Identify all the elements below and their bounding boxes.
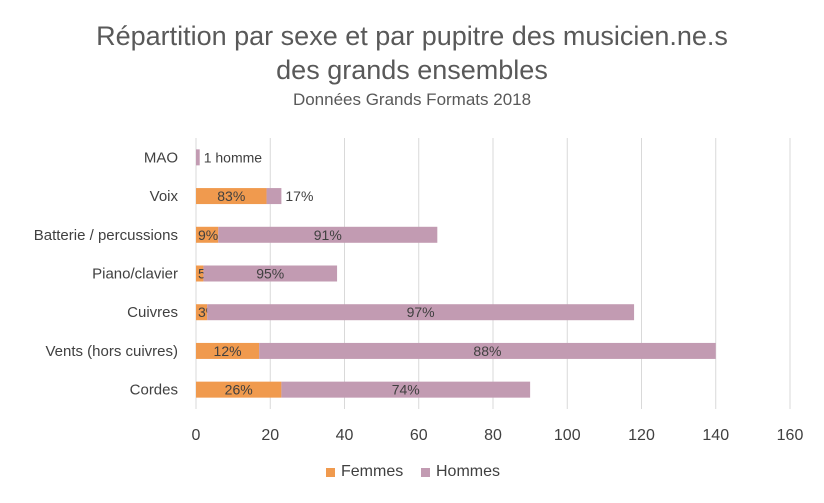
x-tick-label-80: 80 <box>484 427 502 444</box>
data-label-hommes: 74% <box>392 382 420 398</box>
x-tick-label-160: 160 <box>777 427 804 444</box>
bar-femmes <box>196 188 267 205</box>
category-label: MAO <box>144 149 178 166</box>
x-tick-label-20: 20 <box>261 427 279 444</box>
bar-femmes <box>196 226 219 243</box>
chart-subtitle: Données Grands Formats 2018 <box>292 90 532 109</box>
category-label: Batterie / percussions <box>34 227 178 244</box>
x-tick-label-140: 140 <box>702 427 729 444</box>
legend-swatch-femmes <box>326 467 335 477</box>
data-label-femmes: 26% <box>225 382 253 398</box>
bar-femmes <box>196 304 208 321</box>
bar-hommes <box>259 342 716 359</box>
data-label-hommes: 17% <box>285 188 313 204</box>
x-tick-label-120: 120 <box>628 427 655 444</box>
x-tick-label-100: 100 <box>554 427 581 444</box>
legend-item-femmes: Femmes <box>326 463 403 481</box>
chart-title-line-1: Répartition par sexe et par pupitre des … <box>96 21 728 51</box>
x-tick-label-60: 60 <box>410 427 428 444</box>
bar-hommes <box>196 149 200 166</box>
bar-hommes <box>207 304 635 321</box>
legend-label-femmes: Femmes <box>341 463 404 480</box>
bar-hommes <box>203 265 338 282</box>
bar-femmes <box>196 265 204 282</box>
bar-hommes <box>218 226 438 243</box>
data-label-hommes: 97% <box>407 304 435 320</box>
x-tick-label-40: 40 <box>336 427 354 444</box>
data-label-femmes: 9% <box>198 227 218 243</box>
bar-femmes <box>196 342 260 359</box>
legend-label-hommes: Hommes <box>436 463 501 480</box>
x-tick-label-0: 0 <box>192 427 201 444</box>
data-label-hommes: 95% <box>256 266 284 282</box>
data-label-femmes: 83% <box>217 188 245 204</box>
legend-swatch-hommes <box>421 467 430 477</box>
data-label-hommes: 1 homme <box>204 149 263 165</box>
data-label-femmes: 12% <box>214 343 242 359</box>
bar-hommes <box>281 381 531 398</box>
data-label-hommes: 88% <box>473 343 501 359</box>
bar-hommes <box>266 188 282 205</box>
legend: Femmes Hommes <box>0 463 824 485</box>
category-label: Piano/clavier <box>92 266 178 283</box>
bar-femmes <box>196 381 282 398</box>
legend-item-hommes: Hommes <box>421 463 500 481</box>
chart-title-line-2: des grands ensembles <box>276 55 548 85</box>
category-label: Vents (hors cuivres) <box>45 343 178 360</box>
category-label: Cordes <box>130 382 178 399</box>
category-label: Cuivres <box>127 304 178 321</box>
category-label: Voix <box>150 188 179 205</box>
data-label-hommes: 91% <box>314 227 342 243</box>
